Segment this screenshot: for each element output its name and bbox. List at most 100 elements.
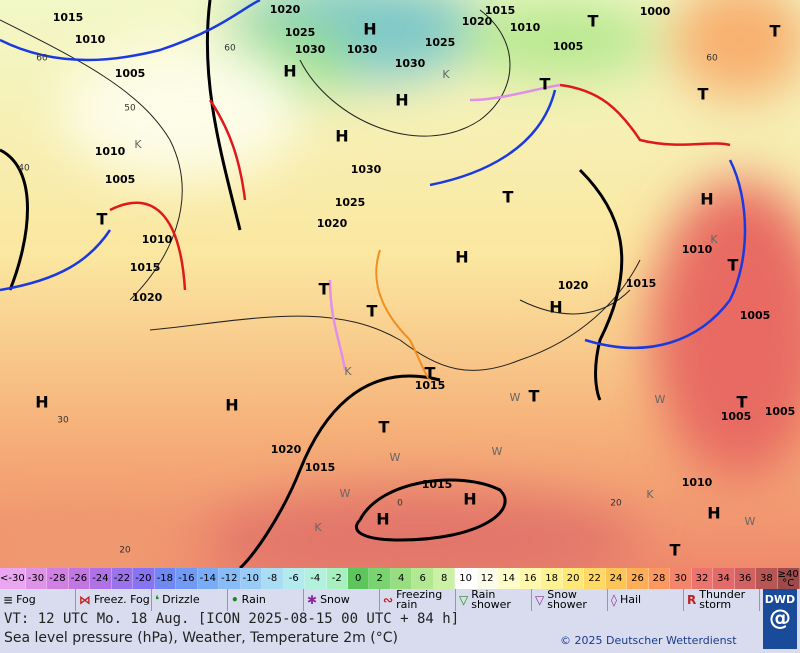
scale-cell: 18: [541, 568, 563, 589]
scale-cell: -12: [219, 568, 241, 589]
weather-item: ⋈ Freez. Fog: [76, 589, 152, 611]
weather-label: Freezing rain: [396, 588, 443, 611]
isobar-label: 1015: [626, 277, 657, 290]
scale-cell: <-30: [0, 568, 26, 589]
isobar-label: 1010: [682, 243, 713, 256]
weather-label: Fog: [16, 593, 36, 606]
weather-label: Rain shower: [471, 588, 511, 611]
scale-cell: 30: [670, 568, 692, 589]
pressure-center: H: [363, 20, 376, 39]
pressure-center: H: [463, 490, 476, 509]
pressure-center: T: [540, 75, 551, 94]
isobar-label: 1000: [640, 5, 671, 18]
isobar-label: 1030: [347, 43, 378, 56]
scale-cell: 32: [691, 568, 714, 589]
isobar-label: 1005: [115, 67, 146, 80]
scale-cell: -26: [68, 568, 91, 589]
weather-marker: K: [134, 138, 142, 151]
weather-item: ❛ Drizzle: [152, 589, 228, 611]
copyright: © 2025 Deutscher Wetterdienst: [560, 634, 737, 647]
description: Sea level pressure (hPa), Weather, Tempe…: [4, 630, 398, 646]
scale-cell: -16: [176, 568, 198, 589]
pressure-center: T: [728, 256, 739, 275]
weather-item: ≡ Fog: [0, 589, 76, 611]
weather-label: Rain: [241, 593, 266, 606]
pressure-center: T: [379, 418, 390, 437]
weather-label: Snow: [320, 593, 350, 606]
isobar-label: 1005: [740, 309, 771, 322]
scale-cell: 4: [390, 568, 413, 589]
logo: DWD @: [763, 589, 797, 649]
isobar-label: 1020: [271, 443, 302, 456]
map: 1015 1010 1005 1020 1025 1030 1030 1030 H H 1025 10…: [0, 0, 800, 568]
isobar-label: 1005: [721, 410, 752, 423]
temperature-scale: <-30 -30 -28 -26 -24 -22 -20 -18 -16 -14 -12 -10 -8-…: [0, 568, 800, 589]
scale-cell: 0: [347, 568, 370, 589]
pressure-center: H: [335, 127, 348, 146]
weather-icon: •: [231, 593, 239, 607]
weather-label: Hail: [619, 593, 642, 606]
isobar-label: 1010: [510, 21, 541, 34]
scale-cell: 24: [605, 568, 628, 589]
isobar-label: 1005: [553, 40, 584, 53]
weather-item: R Thunder storm: [684, 589, 760, 611]
pressure-center: H: [225, 396, 238, 415]
isobar-label: 1025: [285, 26, 316, 39]
isobar-label: 1030: [295, 43, 326, 56]
scale-cell: -30: [25, 568, 48, 589]
weather-marker: K: [710, 233, 718, 246]
weather-label: Freez. Fog: [94, 593, 150, 606]
pressure-center: T: [670, 541, 681, 560]
weather-item: • Rain: [228, 589, 304, 611]
isobar-label: 1010: [75, 33, 106, 46]
weather-marker: W: [340, 487, 351, 500]
isobar-label: 1015: [305, 461, 336, 474]
weather-item: ▽ Rain shower: [456, 589, 532, 611]
weather-marker: K: [442, 68, 450, 81]
grid-label: 60: [36, 54, 48, 64]
scale-cell: 16: [519, 568, 542, 589]
isobar-label: 1020: [317, 217, 348, 230]
pressure-center: H: [283, 62, 296, 81]
grid-label: 30: [57, 416, 69, 426]
pressure-center: T: [698, 85, 709, 104]
scale-cell: -2: [326, 568, 348, 589]
isobar-label: 1020: [270, 3, 301, 16]
pressure-center: T: [319, 280, 330, 299]
pressure-center: T: [367, 302, 378, 321]
weather-icon: ◊: [611, 593, 617, 607]
pressure-center: T: [529, 387, 540, 406]
scale-cell: ≥40 °C: [777, 568, 800, 589]
grid-label: 40: [18, 164, 30, 174]
grid-label: 20: [610, 499, 622, 509]
weather-marker: K: [314, 521, 322, 534]
logo-text: DWD: [764, 593, 796, 606]
pressure-center: H: [35, 393, 48, 412]
isobar-label: 1010: [95, 145, 126, 158]
scale-cell: 28: [648, 568, 671, 589]
weather-icon: ∾: [383, 593, 394, 607]
grid-label: 0: [397, 499, 403, 509]
grid-label: 50: [124, 104, 136, 114]
scale-cell: -14: [197, 568, 220, 589]
isobar-label: 1020: [558, 279, 589, 292]
scale-cell: 12: [476, 568, 499, 589]
weather-icon: ⋈: [79, 593, 91, 607]
isobar-label: 1020: [132, 291, 163, 304]
pressure-center: T: [97, 210, 108, 229]
scale-cell: -28: [47, 568, 69, 589]
scale-cell: 14: [498, 568, 520, 589]
scale-cell: 34: [713, 568, 735, 589]
isobar-label: 1025: [425, 36, 456, 49]
weather-item: ▽ Snow shower: [532, 589, 608, 611]
logo-icon: @: [769, 606, 791, 631]
pressure-center: H: [376, 510, 389, 529]
scale-cell: 6: [412, 568, 434, 589]
weather-marker: W: [510, 391, 521, 404]
isobar-label: 1020: [462, 15, 493, 28]
pressure-center: H: [395, 91, 408, 110]
weather-item: ∾ Freezing rain: [380, 589, 456, 611]
isobar-label: 1015: [485, 4, 516, 17]
scale-cell: 26: [627, 568, 649, 589]
